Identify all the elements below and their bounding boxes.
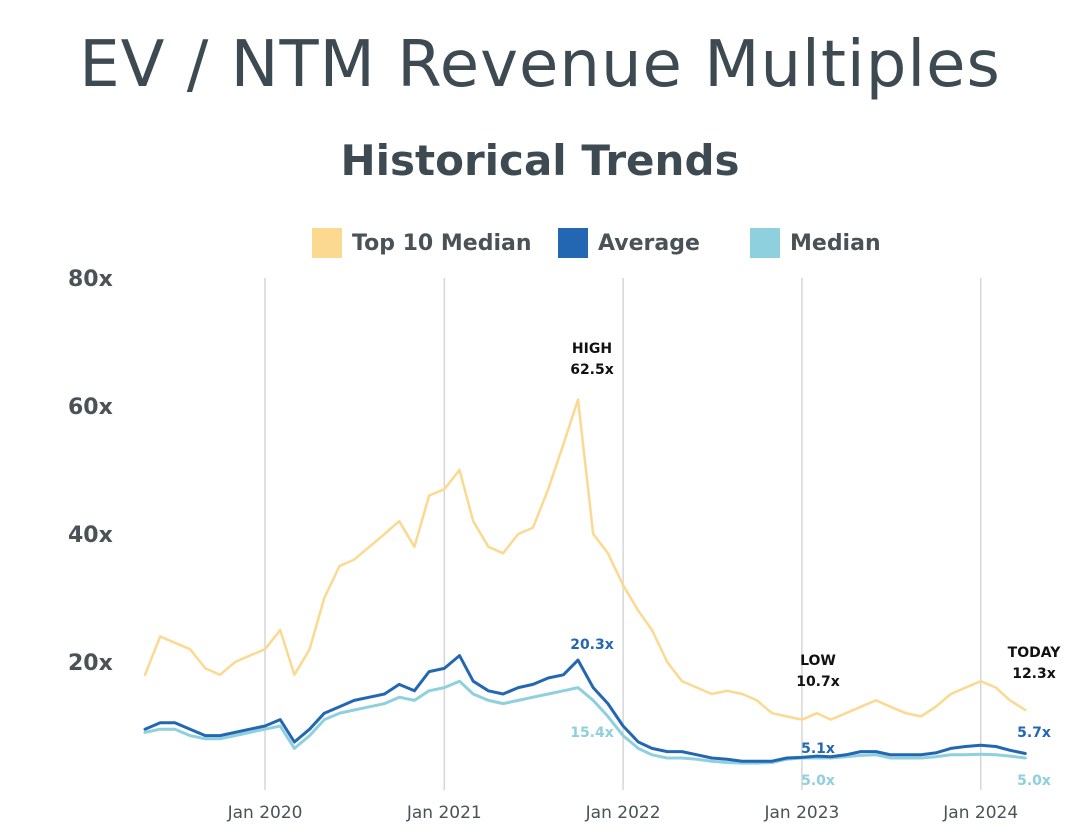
annotation-0-line-1: 62.5x	[570, 362, 614, 378]
series-line-top10	[143, 398, 1027, 721]
annotation-5-line-0: 5.0x	[801, 773, 835, 789]
legend-label-average: Average	[598, 230, 700, 256]
chart-title: EV / NTM Revenue Multiples	[79, 28, 1001, 102]
legend: Top 10 Median Average Median	[0, 228, 1080, 262]
x-tick-label-0: Jan 2020	[227, 803, 303, 823]
annotation-3-line-0: LOW	[800, 653, 836, 669]
annotation-3-line-1: 10.7x	[796, 674, 840, 690]
legend-item-average: Average	[558, 228, 700, 258]
x-tick-label-4: Jan 2024	[942, 803, 1018, 823]
y-tick-label-1: 40x	[68, 523, 113, 548]
x-tick-label-3: Jan 2023	[763, 803, 839, 823]
annotation-6-line-1: 12.3x	[1012, 666, 1056, 682]
annotation-7-line-0: 5.7x	[1017, 725, 1051, 741]
annotation-8-line-0: 5.0x	[1017, 773, 1051, 789]
annotation-4-line-0: 5.1x	[801, 741, 835, 757]
annotation-6-line-0: TODAY	[1008, 645, 1062, 661]
legend-swatch-top10	[312, 228, 342, 258]
legend-swatch-median	[750, 228, 780, 258]
series-line-average	[143, 654, 1027, 763]
legend-item-top10: Top 10 Median	[312, 228, 532, 258]
y-tick-label-3: 80x	[68, 267, 113, 292]
series-line-median	[143, 679, 1027, 765]
y-tick-label-2: 60x	[68, 395, 113, 420]
legend-label-median: Median	[790, 230, 881, 256]
annotation-2-line-0: 15.4x	[570, 725, 614, 741]
annotation-0-line-0: HIGH	[572, 341, 612, 357]
legend-label-top10: Top 10 Median	[352, 230, 532, 256]
legend-item-median: Median	[750, 228, 881, 258]
annotation-1-line-0: 20.3x	[570, 637, 614, 653]
legend-swatch-average	[558, 228, 588, 258]
x-tick-label-2: Jan 2022	[585, 803, 661, 823]
chart-subtitle: Historical Trends	[340, 136, 740, 185]
x-tick-label-1: Jan 2021	[406, 803, 482, 823]
y-tick-label-0: 20x	[68, 651, 113, 676]
